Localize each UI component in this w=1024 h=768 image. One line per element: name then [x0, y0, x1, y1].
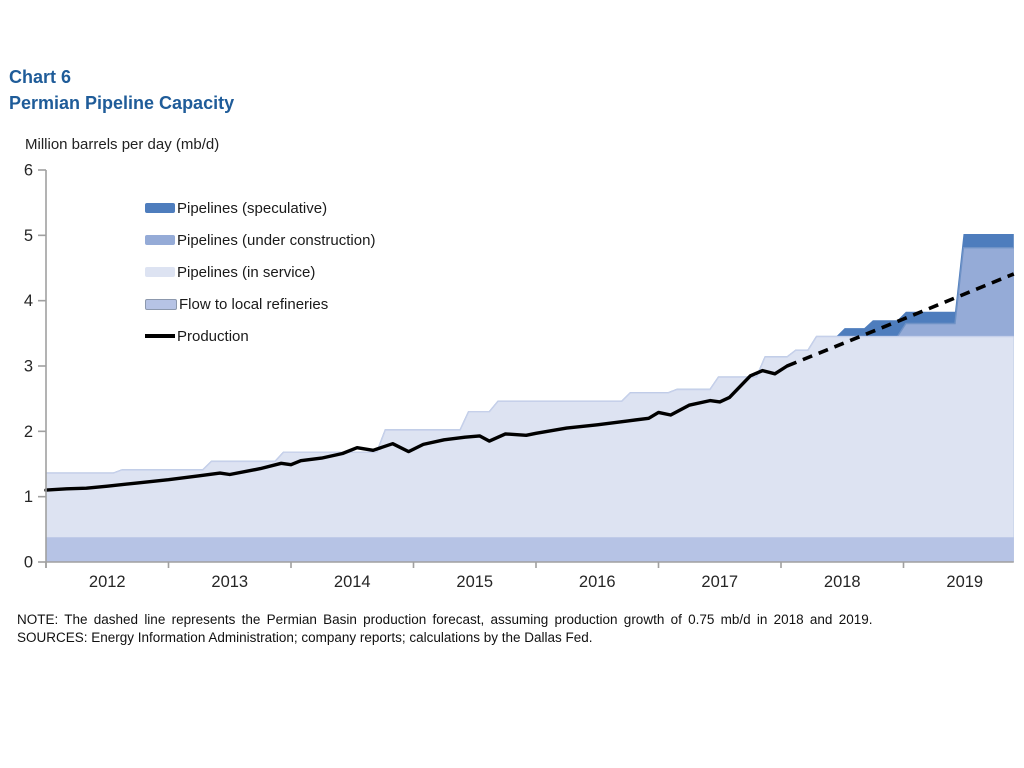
y-tick-label: 6: [24, 162, 33, 180]
legend-swatch-icon: [145, 334, 175, 338]
chart-legend: Pipelines (speculative) Pipelines (under …: [145, 192, 375, 352]
legend-item: Pipelines (under construction): [145, 224, 375, 256]
x-tick-label: 2012: [89, 573, 126, 591]
x-tick-label: 2013: [211, 573, 248, 591]
legend-swatch-icon: [145, 267, 175, 277]
y-axis-unit-label: Million barrels per day (mb/d): [25, 136, 220, 153]
area-flow-to-local-refineries: [46, 537, 1014, 562]
x-tick-label: 2019: [946, 573, 983, 591]
chart-header: Chart 6 Permian Pipeline Capacity: [9, 64, 234, 116]
page-title: Permian Pipeline Capacity: [9, 93, 235, 113]
area-top-edge: [46, 335, 1014, 474]
legend-label: Pipelines (speculative): [177, 199, 328, 217]
production-line-dashed-forecast: [786, 272, 1015, 368]
legend-swatch-icon: [145, 235, 175, 245]
y-tick-label: 0: [24, 554, 33, 572]
y-tick-label: 4: [24, 292, 33, 310]
y-tick-label: 5: [24, 227, 33, 245]
legend-label: Pipelines (under construction): [177, 231, 376, 249]
legend-item: Pipelines (in service): [145, 256, 375, 288]
legend-swatch-icon: [145, 298, 177, 310]
legend-item: Flow to local refineries: [145, 288, 375, 320]
x-tick-label: 2017: [701, 573, 738, 591]
x-tick-label: 2014: [334, 573, 371, 591]
legend-item: Production: [145, 320, 375, 352]
chart-notes: NOTE: The dashed line represents the Per…: [17, 611, 872, 646]
y-tick-label: 1: [24, 488, 33, 506]
area-pipelines-in-service: [46, 336, 1014, 562]
legend-label: Flow to local refineries: [179, 295, 329, 313]
x-tick-label: 2015: [456, 573, 493, 591]
sources-text: SOURCES: Energy Information Administrati…: [17, 629, 593, 645]
production-line-solid: [44, 364, 789, 492]
legend-item: Pipelines (speculative): [145, 192, 375, 224]
x-tick-label: 2016: [579, 573, 616, 591]
y-tick-label: 2: [24, 423, 33, 441]
x-tick-label: 2018: [824, 573, 861, 591]
legend-swatch-icon: [145, 203, 175, 213]
legend-label: Pipelines (in service): [177, 263, 316, 281]
y-tick-label: 3: [24, 358, 33, 376]
note-text: NOTE: The dashed line represents the Per…: [17, 612, 873, 627]
legend-label: Production: [177, 327, 249, 345]
chart-number: Chart 6: [9, 67, 72, 87]
